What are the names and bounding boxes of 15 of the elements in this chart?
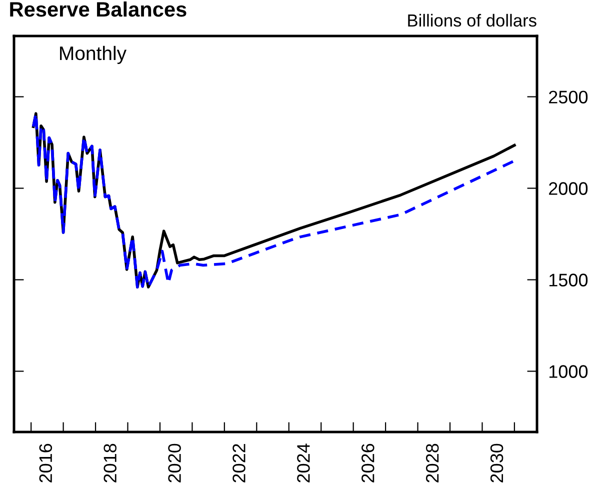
chart-title: Reserve Balances xyxy=(10,1,186,17)
x-tick-label: 2024 xyxy=(297,444,310,482)
x-tick-label: 2016 xyxy=(39,444,52,482)
y-tick-label: 2000 xyxy=(549,182,588,195)
y-tick-label: 1000 xyxy=(549,365,588,378)
x-tick-label: 2018 xyxy=(104,444,116,482)
x-tick-label: 2022 xyxy=(232,444,246,482)
y-axis-title: Billions of dollars xyxy=(408,14,536,27)
x-tick-label: 2030 xyxy=(490,444,504,482)
x-tick-label: 2028 xyxy=(426,444,439,482)
x-tick-label: 2020 xyxy=(168,444,181,482)
x-tick-label: 2026 xyxy=(361,444,374,482)
annotation: Monthly xyxy=(60,46,127,64)
y-tick-label: 2500 xyxy=(549,90,588,104)
y-tick-label: 1500 xyxy=(549,274,588,286)
